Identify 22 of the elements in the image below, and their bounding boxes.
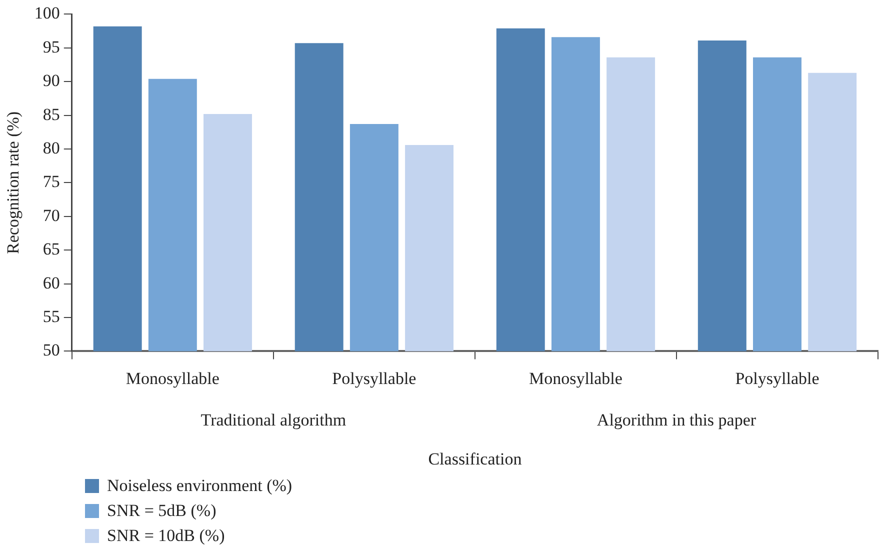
y-tick-label: 95 xyxy=(42,37,60,56)
y-tick-label: 70 xyxy=(42,206,60,225)
y-axis-title: Recognition rate (%) xyxy=(4,111,23,254)
legend-label: Noiseless environment (%) xyxy=(107,475,292,497)
y-tick-label: 60 xyxy=(42,273,60,292)
y-tick-label: 75 xyxy=(42,172,60,192)
x-tick-label: Polysyllable xyxy=(332,368,416,388)
y-tick-label: 65 xyxy=(42,240,60,259)
text: Traditional algorithm xyxy=(200,410,346,430)
x-tick-label: Monosyllable xyxy=(126,368,220,388)
x-tick-label: Monosyllable xyxy=(528,368,622,388)
text: Algorithm in this paper xyxy=(596,410,756,430)
y-tick-label: 50 xyxy=(42,340,60,360)
y-tick-label: 100 xyxy=(34,4,60,23)
x-axis-title: Classification xyxy=(428,449,522,468)
y-tick-label: 90 xyxy=(42,71,60,90)
x-tick-label: Polysyllable xyxy=(735,368,820,388)
y-tick-label: 85 xyxy=(42,104,60,124)
legend-label: SNR = 5dB (%) xyxy=(107,500,216,522)
y-tick-label: 80 xyxy=(42,138,60,158)
legend-label: SNR = 10dB (%) xyxy=(107,525,225,547)
y-tick-label: 55 xyxy=(42,306,60,326)
